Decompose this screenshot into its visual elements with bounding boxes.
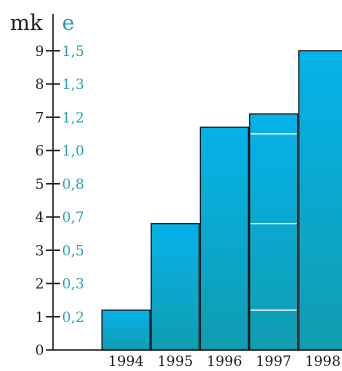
right-axis-unit: e	[62, 11, 74, 35]
bar-1997	[249, 113, 299, 351]
x-tick-label-1998: 1998	[305, 354, 341, 370]
left-tick-label: 6	[35, 144, 44, 160]
right-tick-label: 1,2	[62, 110, 84, 126]
x-tick-label-1995: 1995	[157, 354, 193, 370]
right-tick-label: 0,3	[62, 277, 84, 293]
left-tick-label: 4	[35, 210, 44, 226]
left-tick-label: 2	[35, 277, 44, 293]
x-tick-label-1994: 1994	[108, 354, 144, 370]
left-tick-label: 1	[35, 310, 44, 326]
bar-1996	[199, 126, 249, 351]
left-tick-label: 0	[35, 343, 44, 359]
left-tick-label: 8	[35, 77, 44, 93]
right-tick-label: 0,5	[62, 243, 84, 259]
bar-1994	[101, 309, 151, 351]
left-tick-label: 3	[35, 243, 44, 259]
left-tick-label: 7	[35, 110, 44, 126]
left-tick-label: 5	[35, 177, 44, 193]
right-tick-label: 0,8	[62, 177, 84, 193]
right-tick-label: 1,5	[62, 44, 84, 60]
x-tick-label-1997: 1997	[256, 354, 292, 370]
bar-1998	[298, 50, 342, 351]
x-tick-label-1996: 1996	[207, 354, 243, 370]
bar-1995	[150, 223, 200, 351]
right-tick-label: 0,2	[62, 310, 84, 326]
left-tick-label: 9	[35, 44, 44, 60]
right-tick-label: 0,7	[62, 210, 84, 226]
left-axis-unit: mk	[10, 11, 43, 35]
right-tick-label: 1,0	[62, 144, 84, 160]
right-tick-label: 1,3	[62, 77, 84, 93]
